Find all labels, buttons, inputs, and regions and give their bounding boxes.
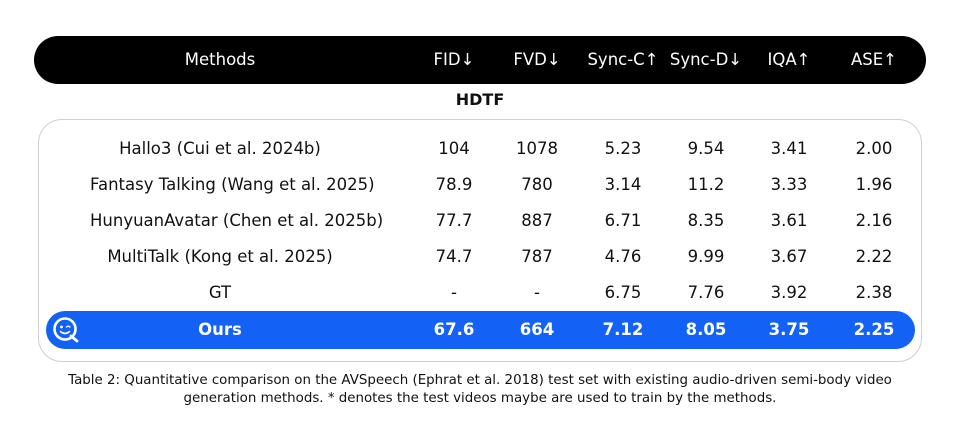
sync-d-value: 11.2 xyxy=(687,175,725,194)
section-label: HDTF xyxy=(455,90,505,109)
ase-value: 2.25 xyxy=(853,320,895,339)
method-name: Hallo3 (Cui et al. 2024b) xyxy=(119,139,321,158)
sync-d-value: 8.05 xyxy=(685,320,727,339)
fvd-value: 787 xyxy=(521,247,553,266)
method-name: MultiTalk (Kong et al. 2025) xyxy=(107,247,333,266)
caption-line-1: Table 2: Quantitative comparison on the … xyxy=(68,373,892,388)
column-header-fid: FID↓ xyxy=(433,50,475,69)
iqa-value: 3.61 xyxy=(770,211,808,230)
caption-line-2: generation methods. * denotes the test v… xyxy=(183,390,777,406)
ase-value: 2.00 xyxy=(855,139,893,158)
column-header-sync-d: Sync-D↓ xyxy=(669,50,743,69)
ours-highlight-row: Ours 67.6 664 7.12 8.05 3.75 2.25 xyxy=(46,311,915,349)
ase-value: 2.16 xyxy=(855,211,893,230)
fvd-value: - xyxy=(534,283,540,302)
sync-c-value: 7.12 xyxy=(602,320,644,339)
table-row: GT - - 6.75 7.76 3.92 2.38 xyxy=(0,275,960,311)
ase-value: 2.38 xyxy=(855,283,893,302)
sync-d-value: 8.35 xyxy=(687,211,725,230)
fid-value: 104 xyxy=(438,139,470,158)
iqa-value: 3.75 xyxy=(768,320,810,339)
table-header: Methods FID↓ FVD↓ Sync-C↑ Sync-D↓ IQA↑ A… xyxy=(34,36,926,84)
iqa-value: 3.41 xyxy=(770,139,808,158)
fid-value: 78.9 xyxy=(435,175,473,194)
sync-c-value: 6.71 xyxy=(604,211,642,230)
sync-c-value: 6.75 xyxy=(604,283,642,302)
method-name: Fantasy Talking (Wang et al. 2025) xyxy=(90,175,375,194)
sync-c-value: 4.76 xyxy=(604,247,642,266)
column-header-methods: Methods xyxy=(184,50,256,69)
column-header-sync-c: Sync-C↑ xyxy=(587,50,659,69)
sync-d-value: 7.76 xyxy=(687,283,725,302)
table-row: MultiTalk (Kong et al. 2025) 74.7 787 4.… xyxy=(0,239,960,275)
sync-c-value: 3.14 xyxy=(604,175,642,194)
iqa-value: 3.92 xyxy=(770,283,808,302)
method-name: GT xyxy=(208,283,232,302)
column-header-ase: ASE↑ xyxy=(850,50,897,69)
fid-value: 74.7 xyxy=(435,247,473,266)
fid-value: 77.7 xyxy=(435,211,473,230)
column-header-fvd: FVD↓ xyxy=(513,50,561,69)
iqa-value: 3.67 xyxy=(770,247,808,266)
table-row: Fantasy Talking (Wang et al. 2025) 78.9 … xyxy=(0,167,960,203)
column-header-iqa: IQA↑ xyxy=(767,50,811,69)
ase-value: 2.22 xyxy=(855,247,893,266)
table-row: Hallo3 (Cui et al. 2024b) 104 1078 5.23 … xyxy=(0,131,960,167)
fvd-value: 780 xyxy=(521,175,553,194)
table-body-panel xyxy=(38,119,922,362)
method-name: HunyuanAvatar (Chen et al. 2025b) xyxy=(90,211,384,230)
iqa-value: 3.33 xyxy=(770,175,808,194)
sync-d-value: 9.99 xyxy=(687,247,725,266)
method-name-ours: Ours xyxy=(198,320,242,339)
sync-c-value: 5.23 xyxy=(604,139,642,158)
fvd-value: 664 xyxy=(519,320,555,339)
fid-value: - xyxy=(451,283,457,302)
ase-value: 1.96 xyxy=(855,175,893,194)
fvd-value: 887 xyxy=(521,211,553,230)
smiley-logo-icon xyxy=(53,317,79,343)
sync-d-value: 9.54 xyxy=(687,139,725,158)
table-row: HunyuanAvatar (Chen et al. 2025b) 77.7 8… xyxy=(0,203,960,239)
fvd-value: 1078 xyxy=(516,139,558,158)
fid-value: 67.6 xyxy=(433,320,475,339)
table-caption: Table 2: Quantitative comparison on the … xyxy=(36,372,924,407)
